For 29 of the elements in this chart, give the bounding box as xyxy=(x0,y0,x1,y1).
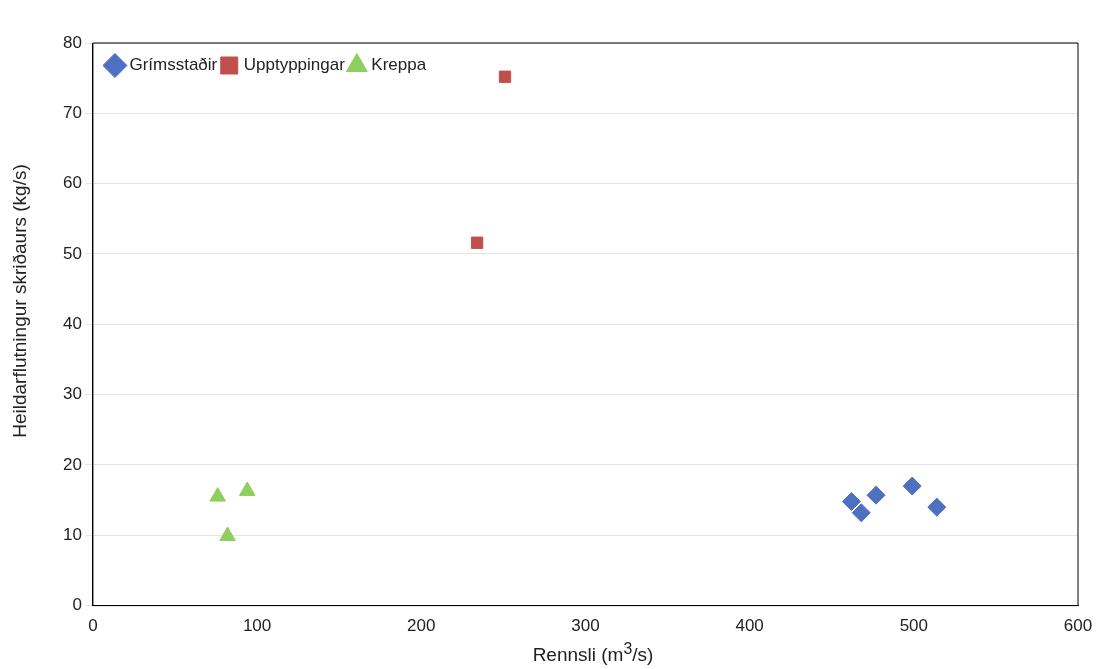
x-tick-label: 600 xyxy=(1063,616,1093,636)
x-tick-label: 200 xyxy=(407,616,436,636)
x-tick-label: 300 xyxy=(571,616,600,636)
legend-label: Kreppa xyxy=(371,55,427,75)
y-tick-label: 30 xyxy=(62,384,82,404)
x-tick-label: 500 xyxy=(899,616,929,636)
point xyxy=(851,503,871,523)
point xyxy=(498,70,512,83)
y-tick-label: 80 xyxy=(62,32,82,52)
x-tick-label: 100 xyxy=(242,616,272,636)
y-tick-label: 60 xyxy=(62,173,82,193)
y-axis-title: Heildarflutningur skriðaurs (kg/s) xyxy=(9,163,31,440)
y-tick-label: 70 xyxy=(62,103,82,123)
x-tick-label: 0 xyxy=(88,616,98,636)
y-tick-label: 20 xyxy=(62,454,82,474)
legend-label: Upptyppingar xyxy=(243,55,346,75)
point xyxy=(841,492,861,512)
point xyxy=(927,497,947,517)
y-tick-label: 0 xyxy=(72,595,82,615)
point xyxy=(470,236,484,249)
legend-label: Grímsstaðir xyxy=(129,55,218,75)
x-tick-label: 400 xyxy=(735,616,764,636)
x-axis-title: Rennsli (m$^{3}$/s) xyxy=(531,640,655,667)
y-tick-label: 50 xyxy=(62,243,82,263)
y-tick-label: 10 xyxy=(62,524,82,544)
y-tick-label: 40 xyxy=(62,313,82,333)
point xyxy=(902,476,922,496)
point xyxy=(866,485,886,505)
point xyxy=(209,487,226,502)
